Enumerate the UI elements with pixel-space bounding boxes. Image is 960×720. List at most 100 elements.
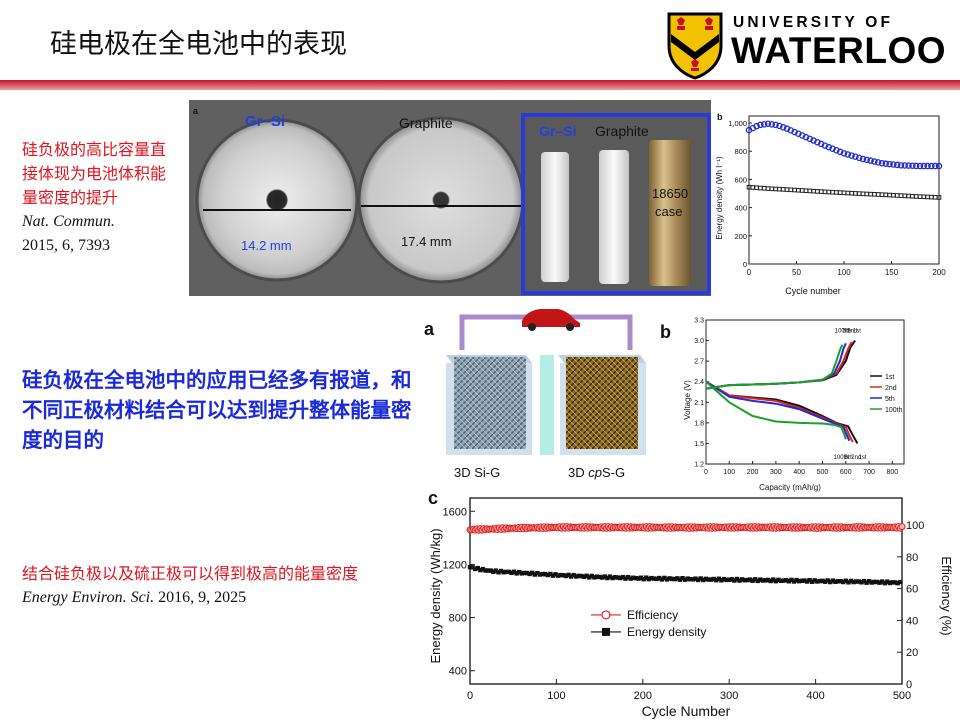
chart3-point-energy (856, 579, 861, 584)
chart2-ytick-label: 2.1 (694, 400, 704, 407)
chart3-point-energy (540, 571, 545, 577)
chart3-point-energy (662, 575, 667, 581)
chart3-point-energy (682, 577, 688, 582)
chart2-xtick-label: 800 (887, 469, 899, 476)
chart3-point-energy (838, 578, 843, 584)
chart1-point-blue (871, 158, 878, 165)
chart3-point-energy (527, 571, 532, 577)
chart3-point-energy (747, 577, 753, 582)
chart3-point-energy (488, 568, 493, 573)
chart3-point-energy (776, 577, 781, 583)
chart3-point-energy (869, 580, 874, 585)
chart2-xtick-label: 500 (817, 469, 829, 476)
chart3-xlabel: Cycle Number (642, 703, 731, 719)
chart3-point-energy (475, 565, 480, 571)
chart2-curve-charge (705, 344, 844, 390)
chart2-ylabel: Voltage (V) (683, 380, 692, 420)
chart3-point-energy (566, 572, 571, 578)
chart3-point-energy (498, 568, 504, 574)
chart3-point-energy (796, 578, 802, 584)
chart2-xtick-label: 300 (770, 469, 782, 476)
chart3-point-energy (859, 580, 864, 585)
chart3-point-energy (581, 574, 587, 579)
chart1-point-blue (848, 152, 855, 159)
chart3-point-energy (727, 577, 732, 583)
chart3-ytick-right-label: 100 (906, 520, 924, 532)
photo-label-graphite: Graphite (399, 115, 453, 131)
chart1-ytick-label: 0 (743, 260, 747, 269)
chart2-ytick-label: 3.3 (694, 318, 704, 325)
chart3-point-energy (815, 579, 820, 584)
chart2-charge-label: 5th (843, 328, 851, 334)
chart3-point-energy (649, 575, 654, 581)
title-rule (0, 80, 960, 90)
chart3-point-energy (830, 578, 836, 583)
chart1-point-blue (935, 162, 943, 170)
chart3-point-energy (553, 572, 558, 577)
chart3-xtick-label: 400 (806, 690, 824, 702)
chart3-point-energy (882, 580, 887, 586)
chart3-point-energy (771, 577, 776, 582)
chart3-point-energy (675, 576, 680, 581)
chart2-frame (705, 319, 905, 465)
slide-title: 硅电极在全电池中的表现 (50, 29, 347, 60)
chart3-point-energy (592, 575, 597, 580)
cell-photo-figure: a Gr–Si Graphite 14.2 mm 17.4 mm Gr–Si G… (189, 100, 711, 296)
fig2-panel-b: b (660, 322, 671, 342)
chart3-point-energy (804, 579, 810, 584)
graphite-cell-cross-section (359, 118, 523, 282)
chart3-point-energy (602, 574, 607, 579)
chart3-ylabel-right: Efficiency (%) (939, 556, 954, 635)
ref-citation-1: 2015, 6, 7393 (22, 237, 110, 254)
chart2-charge-label: 2nd (847, 328, 857, 334)
chart1-point-blue (764, 120, 772, 128)
chart3-point-energy (664, 577, 670, 582)
chart3-point-energy (688, 577, 693, 582)
inset-label-graphite: Graphite (595, 123, 649, 139)
chart3-ytick-label: 1600 (443, 506, 467, 518)
chart1-point-blue (840, 150, 848, 157)
chart3-point-energy (610, 575, 615, 581)
chart3-point-energy (708, 577, 714, 582)
chart3-point-energy (545, 572, 550, 578)
chart3-point-energy (659, 577, 665, 582)
chart3-point-energy (714, 578, 719, 583)
chart3-point-energy (864, 580, 869, 585)
chart3-point-energy (542, 571, 548, 577)
case-label-18650: 18650 (652, 186, 688, 201)
chart3-point-energy (802, 578, 807, 583)
chart3-point-energy (623, 576, 628, 581)
chart3-point-energy (501, 570, 506, 575)
voltage-capacity-chart: b 0 100 200 300 400 500 600 700 800 1.2 1.5 1.8 2.1 2… (660, 318, 905, 492)
chart1-xtick-label: 0 (747, 268, 752, 277)
chart3-point-energy (672, 576, 677, 582)
chart1-point-blue (844, 151, 852, 158)
chart1-frame (748, 115, 940, 265)
chart3-point-energy (576, 573, 582, 579)
chart3-point-energy (898, 579, 903, 585)
chart3-point-energy (561, 573, 566, 578)
chart3-point-energy (711, 576, 716, 582)
graphite-cell-body (599, 150, 629, 284)
chart3-point-energy (879, 579, 885, 584)
chart3-point-energy (548, 571, 553, 577)
chart1-point-blue (874, 159, 882, 166)
chart1-point-blue (863, 156, 871, 164)
chart2-legend-label: 1st (885, 374, 894, 381)
chart3-point-energy (807, 577, 812, 583)
chart3-point-energy (571, 572, 576, 578)
chart1-point-blue (916, 162, 924, 170)
chart2-ytick-label: 1.2 (694, 462, 704, 469)
dim-label-grsi: 14.2 mm (241, 238, 292, 253)
chart2-xtick-label: 200 (747, 469, 759, 476)
chart3-point-energy (716, 576, 722, 581)
chart1-point-blue (776, 122, 783, 130)
chart1-point-blue (855, 154, 863, 162)
ref-citation-2: 2016, 9, 2025 (158, 589, 247, 606)
chart3-point-energy (737, 578, 742, 583)
chart1-ytick-label: 200 (734, 232, 747, 241)
chart3-point-energy (833, 579, 838, 584)
chart3-point-energy (874, 579, 880, 585)
chart3-point-energy (765, 577, 771, 583)
chart1-point-blue (768, 121, 776, 128)
